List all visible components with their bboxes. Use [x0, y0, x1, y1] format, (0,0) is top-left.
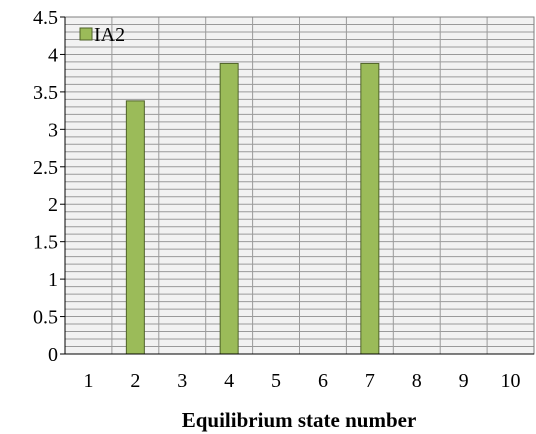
bar — [219, 62, 239, 355]
y-tick-label: 4.5 — [33, 7, 58, 29]
x-tick-label: 3 — [177, 370, 187, 392]
y-tick-label: 2 — [48, 194, 58, 216]
x-tick-label: 6 — [318, 370, 328, 392]
bar — [125, 100, 145, 355]
y-tick-label: 4 — [48, 44, 58, 66]
x-tick-label: 8 — [412, 370, 422, 392]
bar — [360, 62, 380, 355]
y-tick-label: 3.5 — [33, 82, 58, 104]
legend-swatch — [79, 27, 93, 41]
x-tick-label: 9 — [459, 370, 469, 392]
legend-label: IA2 — [94, 24, 125, 46]
x-tick-label: 1 — [83, 370, 93, 392]
bars — [125, 62, 380, 355]
y-tick-label: 3 — [48, 119, 58, 141]
x-axis-title: Equilibrium state number — [182, 408, 417, 432]
y-tick-label: 0 — [48, 344, 58, 366]
x-tick-label: 7 — [365, 370, 375, 392]
x-tick-labels: 1 2 3 4 5 6 7 8 9 10 — [83, 370, 520, 392]
y-tick-label: 1 — [48, 269, 58, 291]
legend: IA2 — [79, 24, 125, 46]
y-tick-label: 2.5 — [33, 157, 58, 179]
x-tick-label: 10 — [501, 370, 521, 392]
x-tick-label: 4 — [224, 370, 234, 392]
vertical-gridlines — [111, 17, 488, 354]
y-tick-label: 1.5 — [33, 232, 58, 254]
x-tick-label: 5 — [271, 370, 281, 392]
y-tick-labels: 0 0.5 1 1.5 2 2.5 3 3.5 4 4.5 — [33, 7, 65, 366]
x-tick-label: 2 — [130, 370, 140, 392]
y-tick-label: 0.5 — [33, 307, 58, 329]
